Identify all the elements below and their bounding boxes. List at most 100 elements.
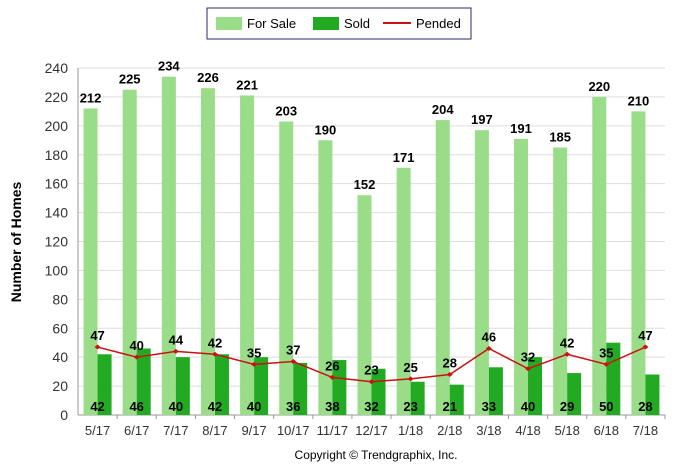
pended-point [133, 354, 140, 360]
y-tick-label: 60 [52, 320, 68, 336]
data-label-pended: 23 [364, 363, 378, 378]
bars [83, 76, 660, 416]
bar-sold [606, 342, 621, 415]
y-tick-label: 100 [45, 262, 69, 278]
x-tick-label: 7/17 [163, 423, 188, 438]
x-tick-labels: 5/17 6/17 7/17 8/17 9/17 10/17 11/17 12/17 1/18 2… [85, 415, 666, 438]
pended-point [407, 376, 414, 382]
data-label-sold: 23 [403, 399, 417, 414]
data-label-for-sale: 197 [471, 112, 493, 127]
pended-point [525, 366, 532, 372]
data-label-pended: 42 [560, 335, 574, 350]
y-tick-label: 200 [45, 118, 69, 134]
x-tick-label: 2/18 [437, 423, 462, 438]
y-tick-label: 20 [52, 378, 68, 394]
bar-sold [293, 362, 308, 415]
bar-sold [488, 367, 503, 415]
data-label-sold: 42 [208, 399, 222, 414]
pended-line [94, 344, 649, 385]
bar-for-sale [240, 95, 255, 416]
data-label-pended: 28 [443, 356, 457, 371]
bar-sold [136, 348, 151, 415]
bar-sold [645, 374, 660, 415]
data-label-for-sale: 191 [510, 121, 532, 136]
data-label-pended: 35 [247, 345, 261, 360]
bar-sold [97, 354, 112, 415]
bar-sold [528, 357, 543, 415]
data-label-for-sale: 234 [158, 59, 180, 74]
y-tick-label: 220 [45, 89, 69, 105]
data-label-for-sale: 185 [549, 130, 571, 145]
data-label-for-sale: 212 [80, 90, 102, 105]
pended-point [446, 372, 453, 378]
data-label-sold: 50 [599, 399, 613, 414]
pended-point [642, 344, 649, 350]
y-tick-label: 140 [45, 205, 69, 221]
data-label-sold: 42 [90, 399, 104, 414]
data-label-sold: 46 [129, 399, 143, 414]
x-tick-label: 5/18 [555, 423, 580, 438]
legend-sold-swatch [313, 17, 339, 30]
y-tick-label: 0 [60, 407, 68, 423]
bar-for-sale [514, 138, 529, 416]
data-label-for-sale: 204 [432, 102, 454, 117]
y-tick-label: 120 [45, 234, 69, 250]
y-tick-label: 180 [45, 147, 69, 163]
x-tick-label: 4/18 [515, 423, 540, 438]
bar-for-sale [200, 88, 215, 415]
bar-for-sale [435, 120, 450, 416]
pended-point [564, 351, 571, 357]
x-tick-label: 11/17 [317, 423, 349, 438]
data-label-sold: 28 [638, 399, 652, 414]
pended-point [172, 348, 179, 354]
data-label-for-sale: 226 [197, 70, 219, 85]
bar-for-sale [357, 195, 372, 415]
pended-point [368, 379, 375, 385]
legend-for-sale-swatch [216, 17, 242, 30]
y-tick-label: 40 [52, 349, 68, 365]
data-label-pended: 26 [325, 358, 339, 373]
data-label-pended: 40 [129, 338, 143, 353]
x-tick-label: 10/17 [277, 423, 310, 438]
copyright-text: Copyright © Trendgraphix, Inc. [295, 448, 458, 462]
data-label-for-sale: 210 [628, 93, 650, 108]
data-label-sold: 38 [325, 399, 339, 414]
y-tick-label: 80 [52, 291, 68, 307]
pended-point [290, 359, 297, 365]
bar-for-sale [279, 121, 294, 415]
y-axis-label: Number of Homes [8, 182, 24, 303]
y-tick-labels: 0 20 40 60 80 100 120 140 160 180 200 220 240 [45, 60, 69, 423]
data-label-for-sale: 220 [588, 79, 610, 94]
x-tick-label: 1/18 [398, 423, 423, 438]
pended-point [603, 361, 610, 367]
y-tick-label: 240 [45, 60, 69, 76]
x-tick-label: 12/17 [355, 423, 388, 438]
data-label-sold: 32 [364, 399, 378, 414]
bar-sold [175, 357, 190, 415]
bar-for-sale [83, 108, 98, 415]
bar-for-sale [122, 89, 137, 415]
data-label-sold: 40 [521, 399, 535, 414]
data-label-pended: 44 [169, 332, 184, 347]
bar-sold [332, 360, 347, 415]
data-label-for-sale: 152 [354, 177, 376, 192]
bar-sold [214, 354, 229, 415]
legend: For Sale Sold Pended [206, 7, 472, 40]
bar-for-sale [161, 76, 176, 416]
data-label-sold: 29 [560, 399, 574, 414]
data-label-for-sale: 225 [119, 72, 141, 87]
data-label-sold: 40 [169, 399, 183, 414]
data-label-sold: 21 [443, 399, 457, 414]
x-tick-label: 3/18 [476, 423, 501, 438]
data-label-for-sale: 171 [393, 150, 415, 165]
data-label-for-sale: 221 [236, 77, 258, 92]
bar-sold [254, 357, 269, 415]
data-label-for-sale: 190 [315, 122, 337, 137]
data-label-pended: 35 [599, 345, 613, 360]
legend-pended: Pended [416, 16, 461, 31]
x-tick-label: 8/17 [202, 423, 227, 438]
pended-point [251, 361, 258, 367]
y-tick-label: 160 [45, 176, 69, 192]
data-label-pended: 32 [521, 350, 535, 365]
